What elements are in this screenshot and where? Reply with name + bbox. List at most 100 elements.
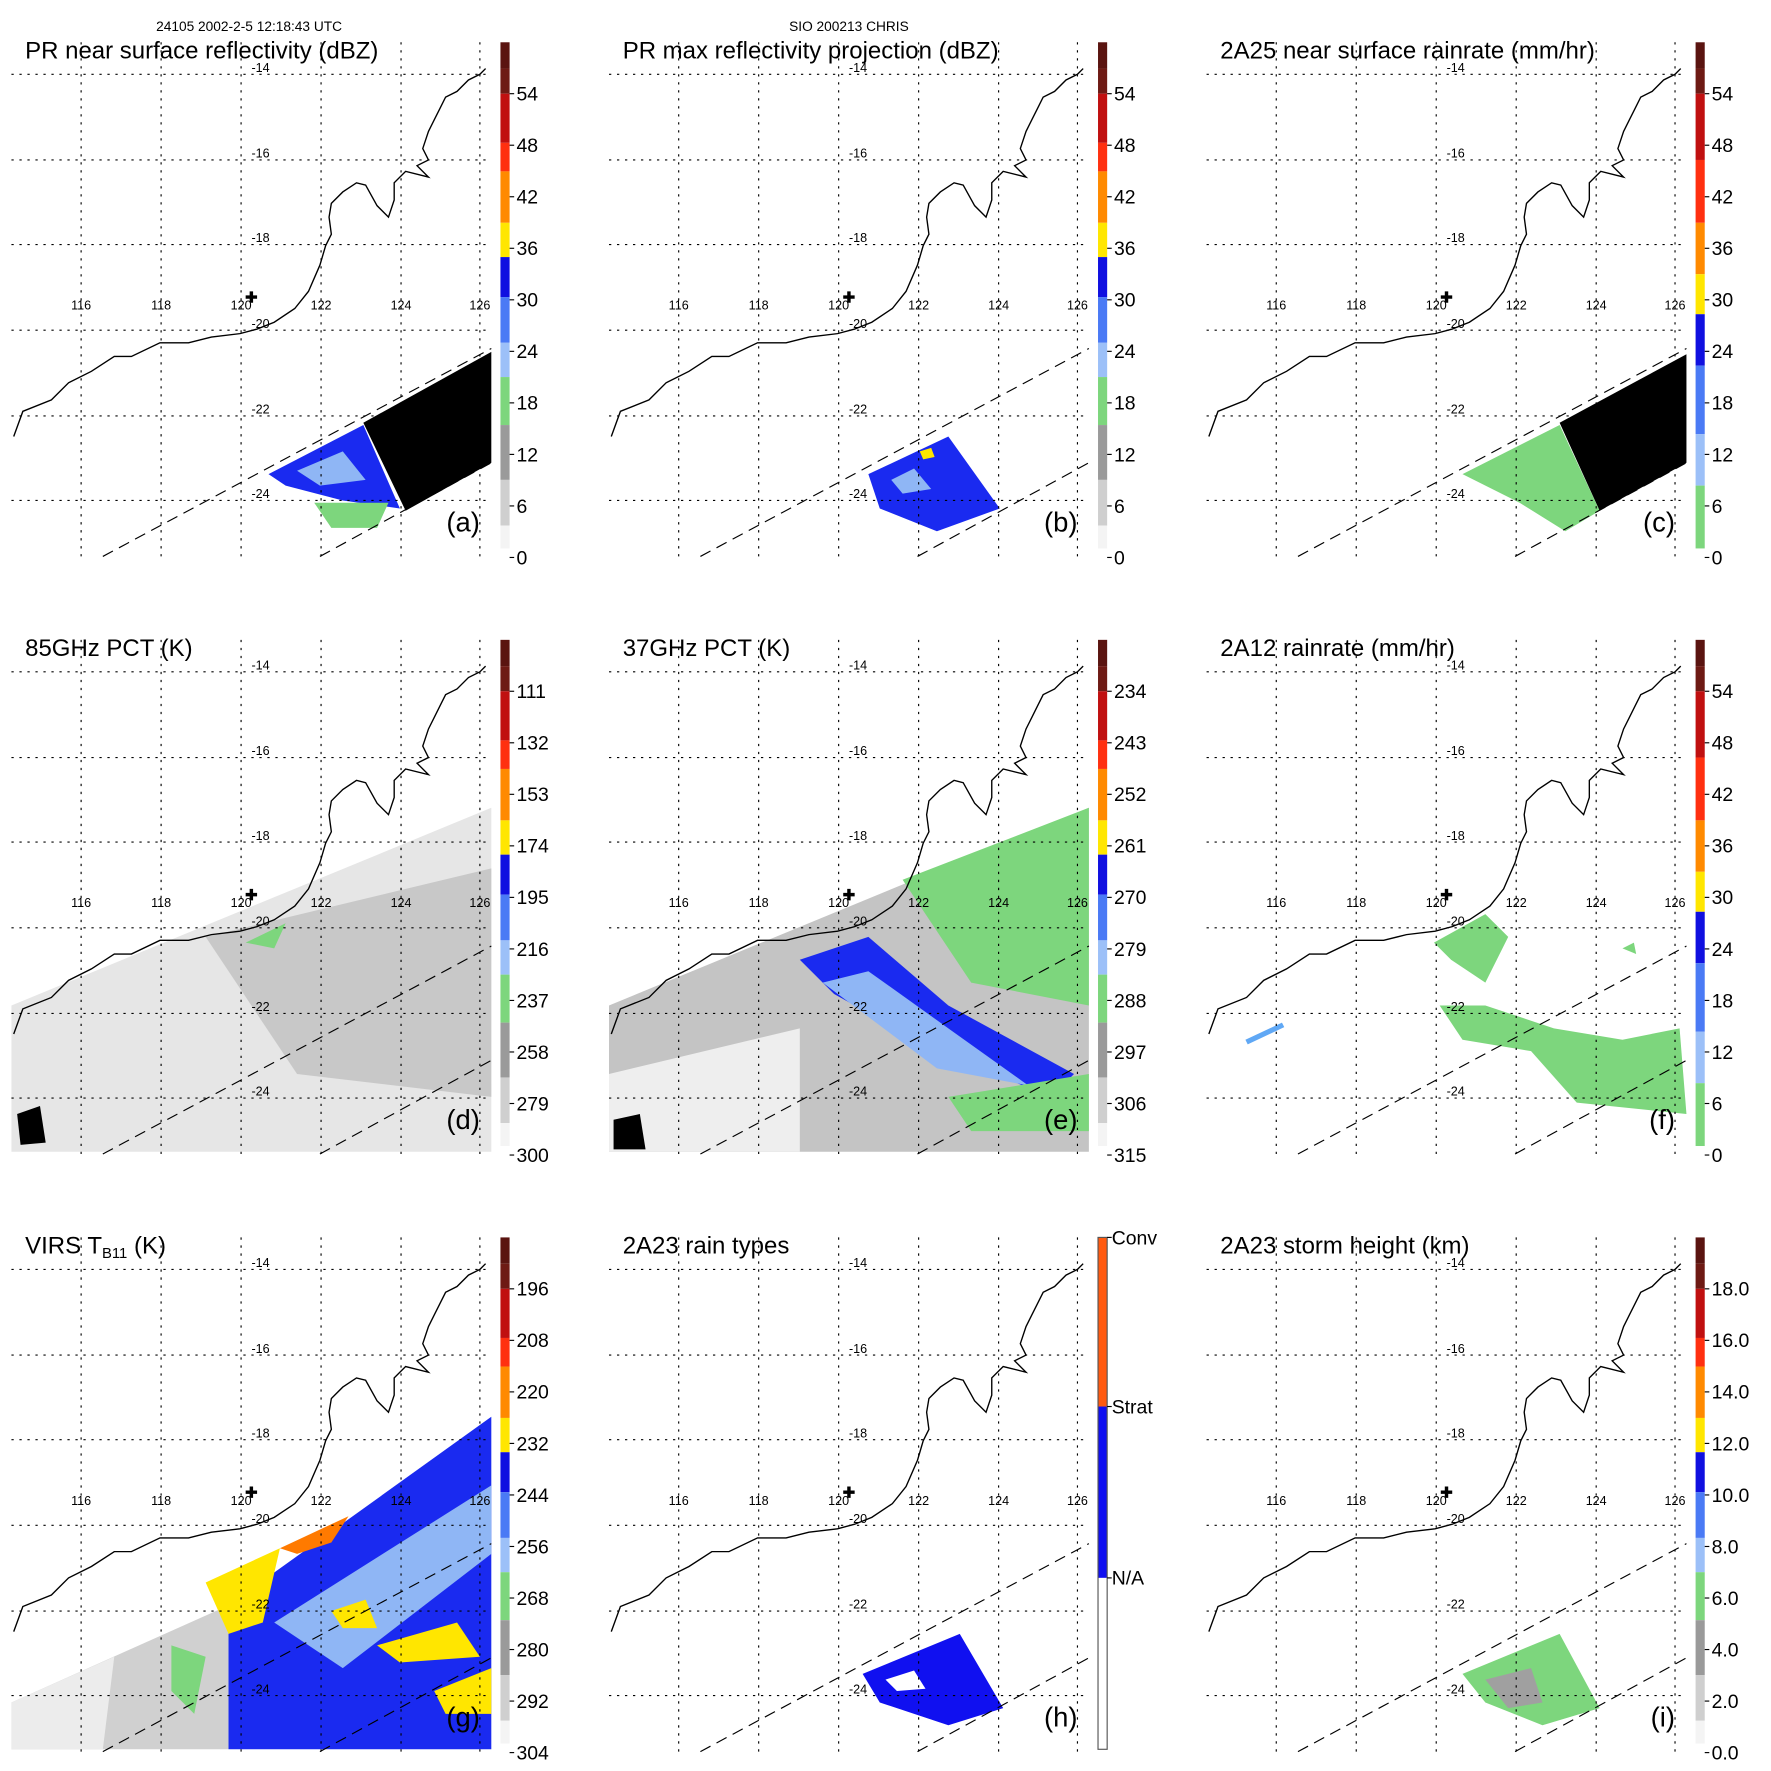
colorbar-label: 258 <box>516 1042 548 1064</box>
precip-region <box>17 1106 46 1145</box>
colorbar: 54 48 42 36 30 24 18 12 6 0 <box>1695 42 1734 569</box>
lon-label: 126 <box>469 896 490 910</box>
lat-label: -24 <box>251 487 269 501</box>
panel-title: 2A12 rainrate (mm/hr) <box>1220 635 1455 662</box>
colorbar-segment <box>1695 1417 1705 1453</box>
coastline <box>1208 665 1682 1035</box>
swath-edge-line <box>102 945 492 1155</box>
lon-label: 124 <box>1586 299 1607 313</box>
colorbar-segment <box>500 1572 510 1621</box>
lon-label: 124 <box>391 896 412 910</box>
colorbar-label: 18 <box>1712 393 1734 415</box>
lon-label: 120 <box>1426 1494 1447 1508</box>
colorbar-label: 0 <box>1712 547 1723 569</box>
colorbar-label: 42 <box>1712 187 1734 209</box>
colorbar-segment <box>1098 820 1108 855</box>
lat-label: -14 <box>849 1256 867 1270</box>
lat-label: -18 <box>1447 231 1465 245</box>
precip-region <box>274 1485 492 1669</box>
colorbar-segment <box>1098 639 1108 667</box>
colorbar-label: 315 <box>1114 1145 1146 1167</box>
lon-label: 118 <box>151 896 171 910</box>
precip-region <box>902 807 1089 1006</box>
colorbar-segment <box>1098 691 1108 741</box>
lat-label: -14 <box>849 659 867 673</box>
lat-label: -14 <box>1447 659 1465 673</box>
colorbar-segment <box>1695 1288 1705 1338</box>
colorbar-segment <box>500 171 510 223</box>
data-field <box>862 1633 1004 1726</box>
colorbar-label: 24 <box>1712 341 1734 363</box>
colorbar-segment <box>1098 1123 1108 1147</box>
lat-label: -20 <box>1447 1512 1465 1526</box>
colorbar-label: 261 <box>1114 836 1146 858</box>
colorbar-segment <box>1098 1077 1108 1124</box>
lon-label: 118 <box>151 299 171 313</box>
colorbar-label: N/A <box>1112 1568 1144 1590</box>
colorbar-segment <box>500 1452 510 1493</box>
lon-label: 126 <box>1665 299 1686 313</box>
storm-center-cross-icon <box>245 291 258 303</box>
colorbar-segment <box>1098 257 1108 298</box>
lat-label: -16 <box>251 1342 269 1356</box>
colorbar-label: 279 <box>516 1093 548 1115</box>
colorbar-label: 36 <box>1712 836 1734 858</box>
colorbar-segment <box>1695 365 1705 435</box>
swath-edge-line <box>1514 462 1687 557</box>
colorbar-segment <box>1098 1022 1108 1078</box>
panel-f: 116 118 120 122 124 126-14-16-18-20-22-242A12… <box>1206 635 1734 1167</box>
lon-label: 116 <box>1266 1494 1286 1508</box>
colorbar-segment <box>500 1620 510 1676</box>
colorbar-segment <box>1098 68 1108 94</box>
precip-region <box>1433 914 1509 983</box>
colorbar-label: 48 <box>516 135 538 157</box>
precip-region <box>613 1114 646 1150</box>
lat-label: -24 <box>1447 487 1465 501</box>
lon-label: 124 <box>1586 1494 1607 1508</box>
coastline <box>610 665 1084 1035</box>
colorbar-segment <box>500 1263 510 1289</box>
lon-label: 120 <box>828 1494 849 1508</box>
lat-label: -22 <box>1447 1598 1465 1612</box>
precip-region <box>891 468 932 494</box>
lat-label: -24 <box>1447 1085 1465 1099</box>
colorbar-segment <box>1098 525 1108 549</box>
precip-region <box>1485 1668 1543 1709</box>
colorbar-label: 18 <box>516 393 538 415</box>
colorbar-segment <box>1695 963 1705 1032</box>
colorbar: 196 208 220 232 244 256 268 280 292 304 <box>500 1237 549 1764</box>
panel-letter: (h) <box>1044 1701 1077 1732</box>
colorbar-segment <box>500 1537 510 1573</box>
colorbar-segment <box>500 1675 510 1721</box>
colorbar-segment <box>1695 1031 1705 1084</box>
lon-label: 124 <box>988 299 1009 313</box>
lat-label: -24 <box>849 1085 867 1099</box>
colorbar-segment <box>500 479 510 526</box>
colorbar-segment <box>1098 666 1108 692</box>
colorbar: 18.0 16.0 14.0 12.0 10.0 8.0 6.0 4.0 2.0 0.0 <box>1695 1237 1750 1764</box>
colorbar-segment <box>1695 93 1705 160</box>
lon-label: 120 <box>828 299 849 313</box>
colorbar-label: 220 <box>516 1382 549 1404</box>
colorbar-segment <box>500 740 510 769</box>
lat-label: -22 <box>251 1598 269 1612</box>
lat-label: -20 <box>849 914 867 928</box>
lon-label: 116 <box>71 1494 91 1508</box>
storm-center-cross-icon <box>843 291 855 303</box>
data-field <box>11 807 492 1152</box>
panel-letter: (f) <box>1649 1104 1675 1135</box>
lon-label: 120 <box>1426 299 1447 313</box>
colorbar: 54 48 42 36 30 24 18 12 6 0 <box>1695 639 1734 1167</box>
lat-label: -20 <box>849 317 867 331</box>
lat-label: -20 <box>251 914 269 928</box>
panel-letter: (i) <box>1651 1701 1675 1732</box>
panel-g: 116 118 120 122 124 126 -14 -16 -18 -20 -22 -24 VIRS… <box>11 1232 549 1764</box>
header-storm-name: SIO 200213 CHRIS <box>789 19 909 34</box>
lat-label: -18 <box>251 231 269 245</box>
colorbar-segment <box>1098 894 1108 941</box>
colorbar-label: 292 <box>516 1691 548 1713</box>
swath-edge-line <box>319 1657 492 1753</box>
colorbar-label: 12 <box>1114 444 1136 466</box>
colorbar-label: 30 <box>516 290 538 312</box>
